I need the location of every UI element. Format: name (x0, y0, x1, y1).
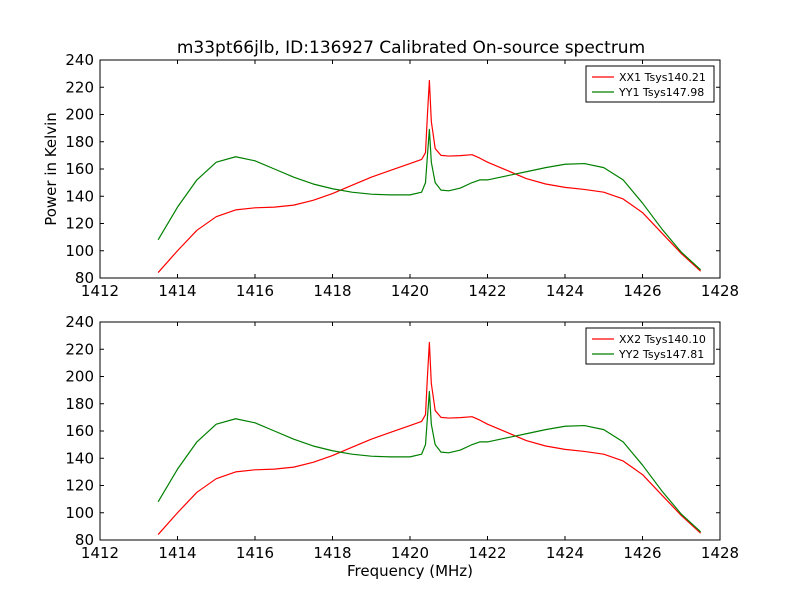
x-tick-label: 1420 (391, 544, 429, 562)
x-tick-label: 1428 (701, 544, 739, 562)
x-tick-label: 1418 (313, 282, 351, 300)
x-tick-label: 1422 (468, 282, 506, 300)
legend-label: XX1 Tsys140.21 (619, 71, 706, 84)
y-tick-label: 160 (65, 422, 94, 440)
x-tick-label: 1428 (701, 282, 739, 300)
y-tick-label: 180 (65, 133, 94, 151)
y-tick-label: 200 (65, 368, 94, 386)
x-tick-label: 1414 (158, 282, 196, 300)
y-tick-label: 120 (65, 477, 94, 495)
x-tick-label: 1414 (158, 544, 196, 562)
x-tick-label: 1416 (236, 544, 274, 562)
y-tick-label: 100 (65, 242, 94, 260)
x-tick-label: 1412 (81, 544, 119, 562)
x-tick-label: 1426 (623, 282, 661, 300)
x-tick-label: 1426 (623, 544, 661, 562)
x-tick-label: 1420 (391, 282, 429, 300)
bottom-panel: 1412 1414 1416 1418 1420 1422 1424 1426 1428 80 10… (65, 313, 739, 580)
x-tick-label: 1412 (81, 282, 119, 300)
legend-box (585, 65, 715, 103)
legend-label: YY1 Tsys147.98 (618, 86, 704, 99)
series-line-xx (157, 79, 702, 273)
y-tick-label: 200 (65, 106, 94, 124)
y-tick-label: 80 (75, 269, 94, 287)
y-tick-label: 220 (65, 340, 94, 358)
y-tick-label: 140 (65, 449, 94, 467)
series-line-yy (157, 390, 702, 533)
x-tick-label: 1418 (313, 544, 351, 562)
x-tick-label: 1424 (546, 544, 584, 562)
series-line-xx (157, 341, 702, 535)
y-tick-label: 240 (65, 313, 94, 331)
chart-title: m33pt66jlb, ID:136927 Calibrated On-sour… (177, 38, 645, 58)
y-axis-label: Power in Kelvin (42, 112, 60, 226)
legend-box (585, 327, 715, 365)
y-tick-label: 240 (65, 51, 94, 69)
y-tick-label: 180 (65, 395, 94, 413)
legend-label: YY2 Tsys147.81 (618, 348, 704, 361)
x-axis-label: Frequency (MHz) (347, 562, 473, 580)
series-line-yy (157, 128, 702, 271)
y-tick-label: 120 (65, 215, 94, 233)
y-tick-label: 220 (65, 78, 94, 96)
legend-label: XX2 Tsys140.10 (619, 333, 706, 346)
top-panel: 1412 1414 1416 1418 1420 1422 1424 1426 1428 80 10… (42, 51, 739, 300)
x-tick-label: 1416 (236, 282, 274, 300)
y-tick-label: 100 (65, 504, 94, 522)
y-tick-label: 140 (65, 187, 94, 205)
y-tick-label: 160 (65, 160, 94, 178)
x-tick-label: 1422 (468, 544, 506, 562)
x-tick-label: 1424 (546, 282, 584, 300)
y-tick-label: 80 (75, 531, 94, 549)
